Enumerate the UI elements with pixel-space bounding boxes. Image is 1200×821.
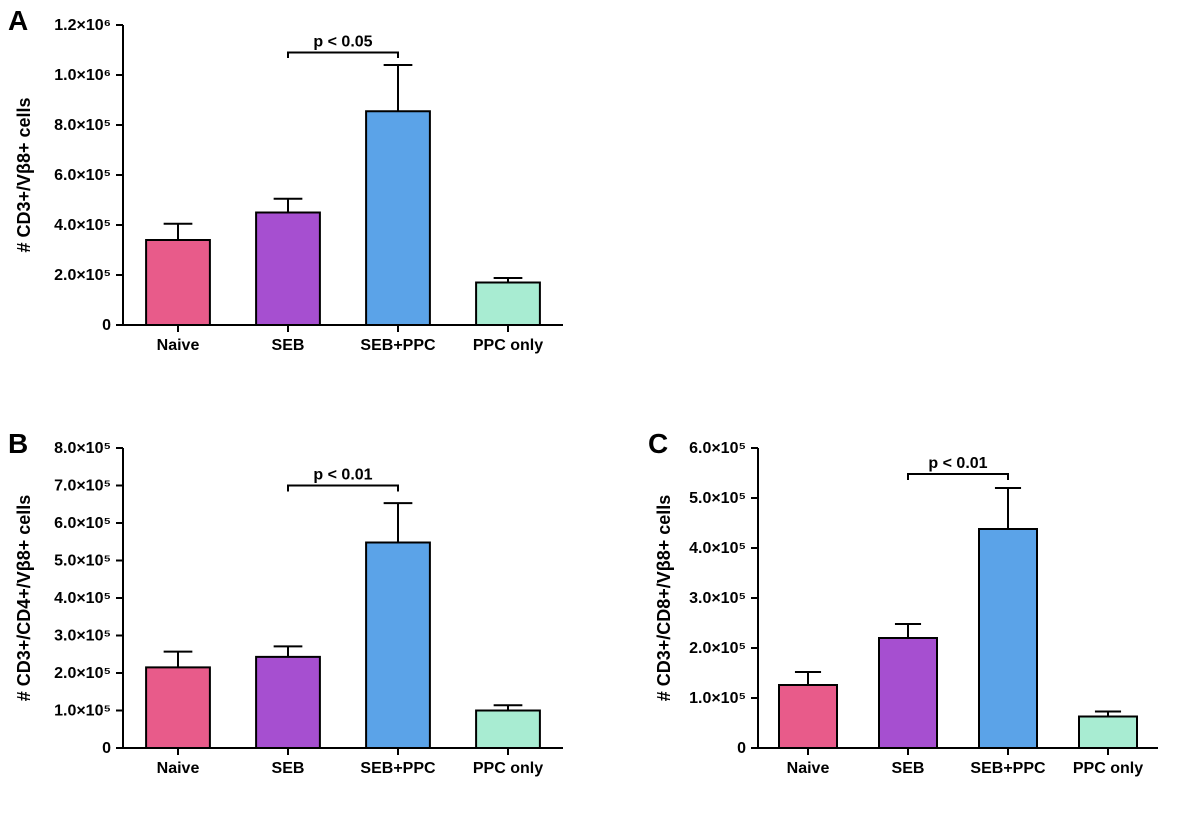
panel-a: A 0 2.0×10⁵ 4.0×10⁵ 6.0×10⁵ 8.0×10⁵ 1.0×10⁶ 1.2… — [8, 5, 618, 375]
bar-ppc-only — [1079, 717, 1137, 749]
panel-b: B 0 1.0×10⁵ 2.0×10⁵ 3.0×10⁵ 4.0×10⁵ 5.0×10⁵ 6.0… — [8, 428, 618, 798]
bar-seb-ppc — [979, 529, 1037, 748]
y-tick-label: 0 — [102, 740, 111, 757]
significance-label: p < 0.05 — [313, 34, 372, 51]
category-label: SEB+PPC — [360, 337, 436, 354]
y-axis-title: # CD3+/CD4+/Vβ8+ cells — [14, 495, 34, 702]
y-tick-label: 3.0×10⁵ — [689, 590, 746, 607]
bar-seb-ppc — [366, 111, 430, 325]
y-tick-label: 8.0×10⁵ — [54, 117, 111, 134]
category-label: SEB — [892, 760, 925, 777]
y-tick-label: 7.0×10⁵ — [54, 478, 111, 495]
panel-label-a: A — [8, 5, 28, 37]
category-label: SEB — [272, 760, 305, 777]
y-tick-label: 6.0×10⁵ — [54, 515, 111, 532]
bar-naive — [779, 685, 837, 748]
panel-label-c: C — [648, 428, 668, 460]
y-tick-label: 2.0×10⁵ — [54, 267, 111, 284]
y-tick-label: 0 — [102, 317, 111, 334]
y-tick-label: 0 — [737, 740, 746, 757]
y-tick-label: 2.0×10⁵ — [54, 665, 111, 682]
y-tick-label: 6.0×10⁵ — [54, 167, 111, 184]
bar-chart-c: 0 1.0×10⁵ 2.0×10⁵ 3.0×10⁵ 4.0×10⁵ 5.0×10⁵ 6.0×… — [648, 428, 1188, 798]
significance-label: p < 0.01 — [928, 455, 987, 472]
y-tick-label: 5.0×10⁵ — [689, 490, 746, 507]
y-tick-label: 1.0×10⁶ — [54, 67, 111, 84]
y-tick-label: 4.0×10⁵ — [54, 217, 111, 234]
category-label: SEB — [272, 337, 305, 354]
bar-ppc-only — [476, 711, 540, 749]
panel-label-b: B — [8, 428, 28, 460]
y-tick-label: 5.0×10⁵ — [54, 553, 111, 570]
bar-ppc-only — [476, 283, 540, 326]
y-axis-title: # CD3+/CD8+/Vβ8+ cells — [654, 495, 674, 702]
bar-seb — [256, 657, 320, 748]
bar-naive — [146, 240, 210, 325]
category-label: Naive — [157, 760, 200, 777]
category-label: SEB+PPC — [360, 760, 436, 777]
category-label: PPC only — [1073, 760, 1143, 777]
bar-seb — [256, 213, 320, 326]
y-tick-label: 6.0×10⁵ — [689, 440, 746, 457]
bar-chart-b: 0 1.0×10⁵ 2.0×10⁵ 3.0×10⁵ 4.0×10⁵ 5.0×10⁵ 6.0×… — [8, 428, 618, 798]
category-label: PPC only — [473, 760, 543, 777]
figure-root: A 0 2.0×10⁵ 4.0×10⁵ 6.0×10⁵ 8.0×10⁵ 1.0×10⁶ 1.2… — [0, 0, 1200, 821]
y-tick-label: 1.0×10⁵ — [689, 690, 746, 707]
category-label: Naive — [157, 337, 200, 354]
significance-label: p < 0.01 — [313, 467, 372, 484]
y-tick-label: 3.0×10⁵ — [54, 628, 111, 645]
bar-seb — [879, 638, 937, 748]
y-axis-title: # CD3+/Vβ8+ cells — [14, 97, 34, 252]
bar-seb-ppc — [366, 543, 430, 749]
bar-chart-a: 0 2.0×10⁵ 4.0×10⁵ 6.0×10⁵ 8.0×10⁵ 1.0×10⁶ 1.2×… — [8, 5, 618, 375]
category-label: PPC only — [473, 337, 543, 354]
y-tick-label: 4.0×10⁵ — [54, 590, 111, 607]
category-label: SEB+PPC — [970, 760, 1046, 777]
category-label: Naive — [787, 760, 830, 777]
panel-c: C 0 1.0×10⁵ 2.0×10⁵ 3.0×10⁵ 4.0×10⁵ 5.0×10⁵ 6.0… — [648, 428, 1188, 798]
y-tick-label: 1.2×10⁶ — [54, 17, 111, 34]
bar-naive — [146, 667, 210, 748]
y-tick-label: 4.0×10⁵ — [689, 540, 746, 557]
y-tick-label: 2.0×10⁵ — [689, 640, 746, 657]
y-tick-label: 1.0×10⁵ — [54, 703, 111, 720]
y-tick-label: 8.0×10⁵ — [54, 440, 111, 457]
